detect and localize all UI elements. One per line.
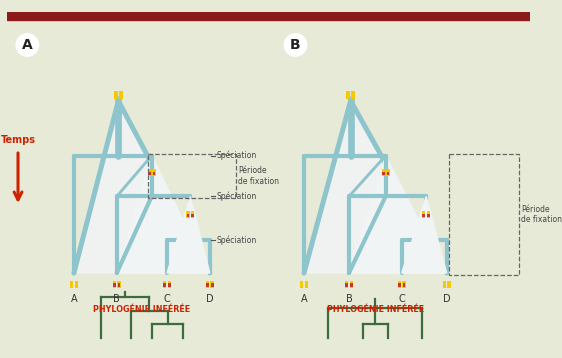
- Bar: [206, 281, 209, 287]
- Bar: [186, 211, 189, 218]
- Bar: [70, 281, 73, 287]
- Polygon shape: [304, 101, 447, 273]
- Bar: [382, 169, 385, 176]
- Bar: [75, 281, 78, 287]
- Text: Spéciation: Spéciation: [216, 151, 257, 160]
- Bar: [305, 281, 308, 287]
- Text: C: C: [398, 294, 405, 304]
- Text: C: C: [164, 294, 170, 304]
- Bar: [119, 91, 123, 99]
- Polygon shape: [117, 156, 210, 273]
- Polygon shape: [74, 101, 210, 273]
- Bar: [350, 284, 353, 287]
- Bar: [211, 284, 214, 287]
- Bar: [163, 284, 166, 287]
- Bar: [148, 171, 151, 175]
- Bar: [345, 281, 348, 287]
- Bar: [398, 281, 401, 287]
- Polygon shape: [167, 197, 210, 273]
- Bar: [117, 281, 121, 287]
- Polygon shape: [349, 156, 447, 273]
- Bar: [168, 284, 171, 287]
- Text: PHYLOGÉNIE INFÉRÉE: PHYLOGÉNIE INFÉRÉE: [327, 305, 424, 314]
- Text: A: A: [301, 294, 307, 304]
- Bar: [113, 281, 116, 287]
- Text: A: A: [22, 38, 33, 52]
- Bar: [443, 281, 446, 287]
- Bar: [386, 169, 389, 176]
- Text: D: D: [443, 294, 451, 304]
- Bar: [300, 281, 303, 287]
- Bar: [398, 284, 401, 287]
- Text: PHYLOGÉNIE INFÉRÉE: PHYLOGÉNIE INFÉRÉE: [93, 305, 191, 314]
- Bar: [345, 284, 348, 287]
- Bar: [113, 284, 116, 287]
- Bar: [148, 169, 151, 176]
- Bar: [187, 214, 189, 217]
- Bar: [163, 281, 166, 287]
- Bar: [114, 91, 117, 99]
- Bar: [402, 284, 406, 287]
- Text: Période
de fixation: Période de fixation: [238, 166, 279, 186]
- Bar: [427, 211, 430, 218]
- Text: B: B: [346, 294, 352, 304]
- Text: Spéciation: Spéciation: [216, 236, 257, 245]
- Bar: [447, 281, 451, 287]
- Bar: [346, 91, 350, 99]
- Bar: [7, 12, 530, 20]
- Bar: [117, 284, 120, 287]
- Bar: [206, 284, 209, 287]
- Text: A: A: [71, 294, 77, 304]
- Bar: [152, 169, 156, 176]
- Bar: [191, 214, 194, 217]
- Bar: [211, 281, 214, 287]
- Bar: [351, 91, 355, 99]
- Bar: [427, 214, 430, 217]
- Bar: [167, 281, 171, 287]
- Bar: [422, 211, 425, 218]
- Circle shape: [284, 34, 307, 56]
- Bar: [423, 214, 425, 217]
- Polygon shape: [402, 197, 447, 273]
- Bar: [382, 171, 384, 175]
- Text: B: B: [290, 38, 301, 52]
- Text: Spéciation: Spéciation: [216, 192, 257, 201]
- Text: D: D: [206, 294, 214, 304]
- Bar: [152, 171, 156, 175]
- Text: B: B: [114, 294, 120, 304]
- Text: Période
de fixation: Période de fixation: [521, 205, 562, 224]
- Bar: [191, 211, 194, 218]
- Bar: [402, 281, 406, 287]
- Bar: [387, 171, 389, 175]
- Bar: [350, 281, 353, 287]
- Circle shape: [16, 34, 39, 56]
- Text: Temps: Temps: [1, 135, 35, 145]
